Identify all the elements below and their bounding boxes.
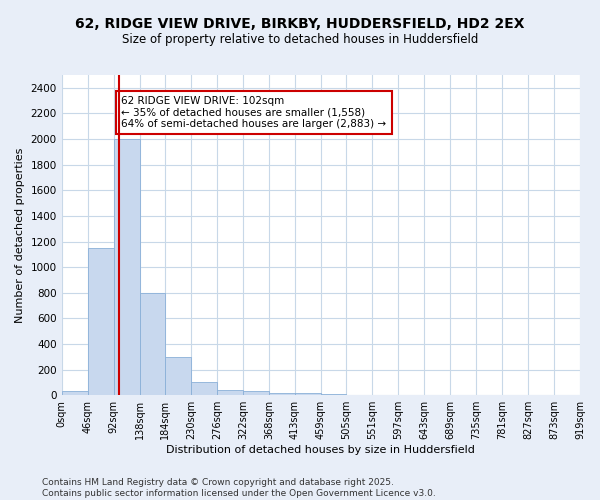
Bar bbox=[113, 139, 140, 395]
Bar bbox=[320, 394, 346, 395]
Bar bbox=[243, 390, 269, 395]
Bar bbox=[269, 392, 295, 395]
Bar bbox=[88, 248, 113, 395]
Y-axis label: Number of detached properties: Number of detached properties bbox=[15, 148, 25, 323]
X-axis label: Distribution of detached houses by size in Huddersfield: Distribution of detached houses by size … bbox=[166, 445, 475, 455]
Bar bbox=[295, 394, 320, 395]
Bar bbox=[217, 390, 243, 395]
Bar bbox=[62, 392, 88, 395]
Text: Size of property relative to detached houses in Huddersfield: Size of property relative to detached ho… bbox=[122, 32, 478, 46]
Bar bbox=[166, 357, 191, 395]
Text: 62, RIDGE VIEW DRIVE, BIRKBY, HUDDERSFIELD, HD2 2EX: 62, RIDGE VIEW DRIVE, BIRKBY, HUDDERSFIE… bbox=[75, 18, 525, 32]
Bar bbox=[191, 382, 217, 395]
Text: 62 RIDGE VIEW DRIVE: 102sqm
← 35% of detached houses are smaller (1,558)
64% of : 62 RIDGE VIEW DRIVE: 102sqm ← 35% of det… bbox=[121, 96, 386, 129]
Bar bbox=[346, 394, 373, 395]
Text: Contains HM Land Registry data © Crown copyright and database right 2025.
Contai: Contains HM Land Registry data © Crown c… bbox=[42, 478, 436, 498]
Bar bbox=[140, 292, 166, 395]
